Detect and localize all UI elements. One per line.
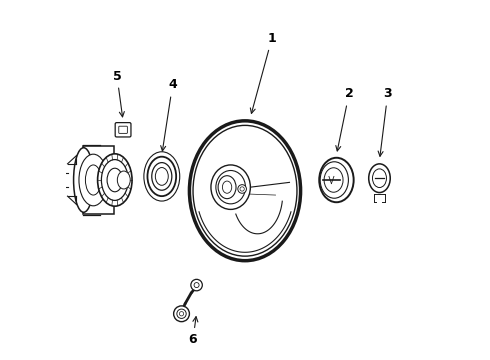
Ellipse shape (152, 163, 172, 190)
Circle shape (191, 279, 202, 291)
Ellipse shape (79, 154, 108, 206)
Ellipse shape (372, 169, 387, 188)
Text: 4: 4 (161, 78, 177, 151)
Ellipse shape (98, 154, 132, 206)
Ellipse shape (216, 171, 245, 204)
Ellipse shape (320, 162, 348, 198)
Ellipse shape (211, 165, 250, 210)
Ellipse shape (74, 148, 94, 212)
Text: 2: 2 (336, 87, 353, 151)
Ellipse shape (117, 171, 130, 189)
FancyBboxPatch shape (119, 126, 127, 134)
Ellipse shape (107, 168, 122, 192)
Ellipse shape (324, 168, 343, 192)
Text: 3: 3 (378, 87, 392, 156)
Ellipse shape (190, 121, 300, 261)
Text: 6: 6 (189, 317, 198, 346)
Circle shape (240, 187, 245, 191)
Text: 1: 1 (250, 32, 276, 113)
Ellipse shape (85, 165, 101, 195)
Ellipse shape (144, 152, 180, 201)
Ellipse shape (101, 159, 128, 201)
FancyBboxPatch shape (115, 123, 131, 137)
Circle shape (194, 283, 199, 288)
Ellipse shape (218, 176, 236, 199)
Ellipse shape (155, 167, 168, 185)
Circle shape (238, 185, 246, 193)
Circle shape (173, 306, 190, 321)
Ellipse shape (222, 181, 232, 193)
Text: 5: 5 (113, 69, 124, 117)
Circle shape (177, 309, 186, 319)
Ellipse shape (147, 157, 176, 196)
Bar (82, 146, 114, 214)
Ellipse shape (368, 164, 390, 193)
Circle shape (179, 312, 184, 316)
Ellipse shape (319, 158, 354, 202)
